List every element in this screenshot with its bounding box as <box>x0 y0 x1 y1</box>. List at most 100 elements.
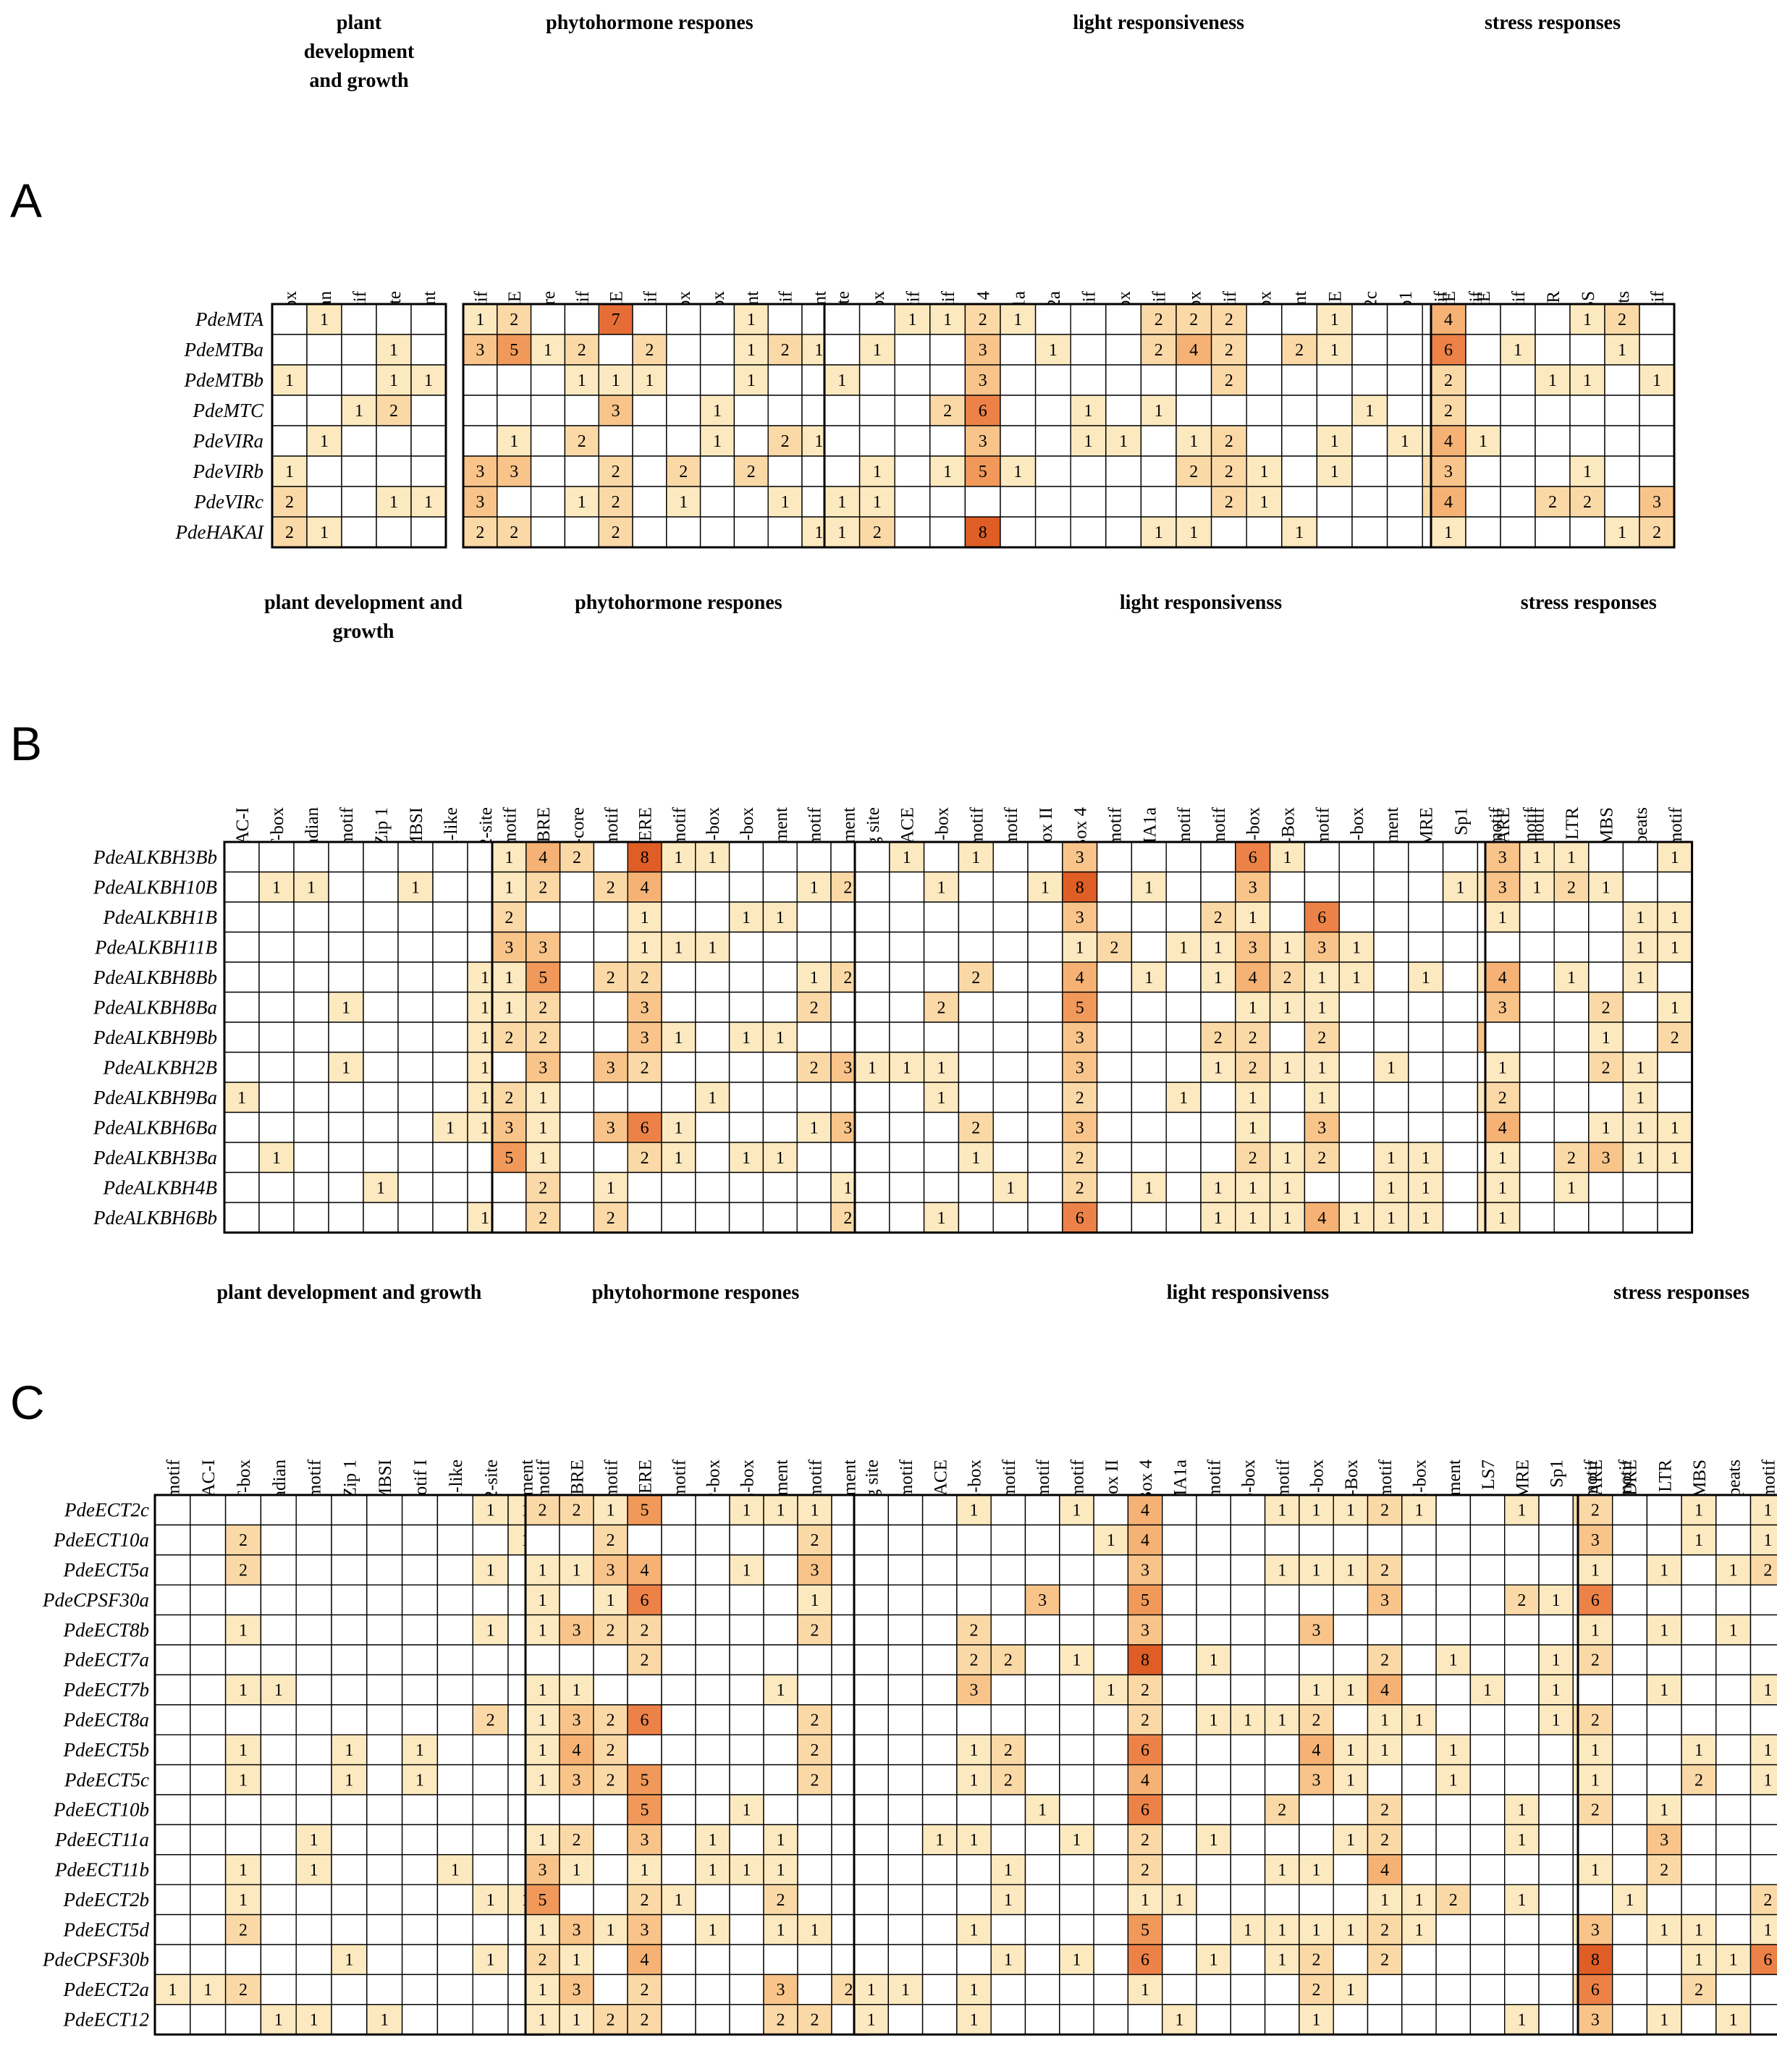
cell-value: 1 <box>708 848 717 867</box>
cell-value: 1 <box>310 2011 318 2030</box>
heatmap-cell <box>260 1584 297 1616</box>
cell-value: 1 <box>345 1741 353 1760</box>
heatmap-cell <box>729 1824 764 1856</box>
heatmap-cell <box>366 1794 403 1826</box>
cell-value: 3 <box>1249 878 1257 897</box>
heatmap-cell <box>1165 961 1202 993</box>
heatmap-cell <box>559 931 595 963</box>
heatmap-cell <box>224 2004 262 2035</box>
heatmap-cell <box>559 1644 594 1676</box>
heatmap-cell <box>1749 1884 1777 1916</box>
heatmap-cell <box>530 486 566 518</box>
cell-value: 5 <box>1076 998 1084 1017</box>
heatmap-cell <box>958 841 994 873</box>
cell-value: 1 <box>1317 1058 1326 1077</box>
heatmap-cell <box>190 1854 227 1885</box>
cell-value: 1 <box>777 1831 785 1850</box>
cell-value: 8 <box>1076 878 1084 897</box>
cell-value: 2 <box>1763 1562 1772 1580</box>
cell-value: 1 <box>970 1981 979 2000</box>
heatmap-cell <box>1503 1554 1540 1585</box>
heatmap-cell <box>366 1674 403 1706</box>
cell-value: 1 <box>481 969 489 987</box>
cell-value: 1 <box>1567 969 1576 987</box>
heatmap-cell <box>1401 1794 1437 1826</box>
cell-value: 1 <box>272 1149 281 1168</box>
cell-value: 1 <box>1144 969 1153 987</box>
heatmap-cell <box>559 1674 594 1706</box>
heatmap-cell <box>1281 486 1318 518</box>
heatmap-cell <box>1519 1082 1555 1113</box>
heatmap-cell <box>190 1884 227 1916</box>
row-label: PdeMTBb <box>184 369 263 391</box>
heatmap-cell <box>1588 1202 1624 1234</box>
cell-value: 1 <box>481 1119 489 1137</box>
heatmap-cell <box>762 1202 798 1234</box>
heatmap-cell <box>1161 1494 1197 1526</box>
heatmap-cell <box>258 1051 295 1083</box>
heatmap-cell <box>1299 1674 1334 1706</box>
heatmap-cell <box>767 486 803 518</box>
heatmap-cell <box>661 1614 696 1646</box>
heatmap-cell <box>1161 1524 1197 1556</box>
cell-value: 6 <box>979 402 987 421</box>
heatmap-cell <box>1269 1111 1306 1143</box>
heatmap-cell <box>1503 1644 1540 1676</box>
heatmap-cell <box>1430 395 1466 426</box>
cell-value: 1 <box>1380 1741 1389 1760</box>
heatmap-cell <box>593 1794 628 1826</box>
heatmap-cell <box>661 1794 696 1826</box>
cell-value: 1 <box>1763 1531 1772 1550</box>
cell-value: 1 <box>1283 1209 1292 1228</box>
heatmap-cell <box>1577 1554 1613 1585</box>
heatmap-cell <box>525 961 561 993</box>
heatmap-cell <box>436 1764 473 1795</box>
heatmap-cell <box>1749 1854 1777 1885</box>
heatmap-cell <box>1165 1111 1202 1143</box>
column-label: I-box <box>1348 807 1367 847</box>
heatmap-cell <box>366 1974 403 2005</box>
heatmap-cell <box>1442 1142 1479 1174</box>
heatmap-cell <box>1435 1794 1472 1826</box>
heatmap-cell <box>1264 1734 1300 1766</box>
cell-value: 1 <box>505 998 513 1017</box>
cell-value: 1 <box>1346 1831 1355 1850</box>
heatmap-cell <box>1749 1824 1777 1856</box>
cell-value: 5 <box>1141 1921 1149 1940</box>
group-title: plant development and growth <box>216 1281 481 1304</box>
cell-value: 1 <box>539 2011 547 2030</box>
cell-value: 1 <box>1552 1591 1561 1610</box>
heatmap-cell <box>593 1764 628 1795</box>
row-label: PdeALKBH3Ba <box>93 1147 217 1168</box>
cell-value: 1 <box>1414 1891 1423 1910</box>
cell-value: 1 <box>1006 1179 1015 1197</box>
heatmap-cell <box>1161 1584 1197 1616</box>
heatmap-cell <box>1465 455 1501 487</box>
heatmap-cell <box>530 516 566 548</box>
heatmap-cell <box>260 1524 297 1556</box>
heatmap-cell <box>853 2004 889 2035</box>
group-title: light responsivenss <box>1120 591 1282 614</box>
cell-value: 1 <box>389 371 398 390</box>
heatmap-cell <box>1469 1614 1506 1646</box>
heatmap-cell <box>1538 1913 1574 1945</box>
heatmap-cell <box>1299 1554 1334 1585</box>
cell-value: 2 <box>389 402 398 421</box>
heatmap-cell <box>1000 486 1037 518</box>
cell-value: 1 <box>1636 969 1645 987</box>
cell-value: 1 <box>415 1741 424 1760</box>
heatmap-cell <box>366 1884 403 1916</box>
heatmap-cell <box>559 1082 595 1113</box>
heatmap-cell <box>1681 1524 1717 1556</box>
heatmap-cell <box>1304 1171 1340 1203</box>
cell-value: 2 <box>971 1119 980 1137</box>
cell-value: 1 <box>239 1861 248 1880</box>
cell-value: 2 <box>641 1891 649 1910</box>
heatmap-cell <box>695 1111 730 1143</box>
heatmap-cell <box>956 1764 992 1795</box>
heatmap-cell <box>366 1644 403 1676</box>
heatmap-cell <box>627 1794 662 1826</box>
cell-value: 1 <box>970 2011 979 2030</box>
heatmap-cell <box>1246 395 1283 426</box>
cell-value: 1 <box>1210 1831 1218 1850</box>
